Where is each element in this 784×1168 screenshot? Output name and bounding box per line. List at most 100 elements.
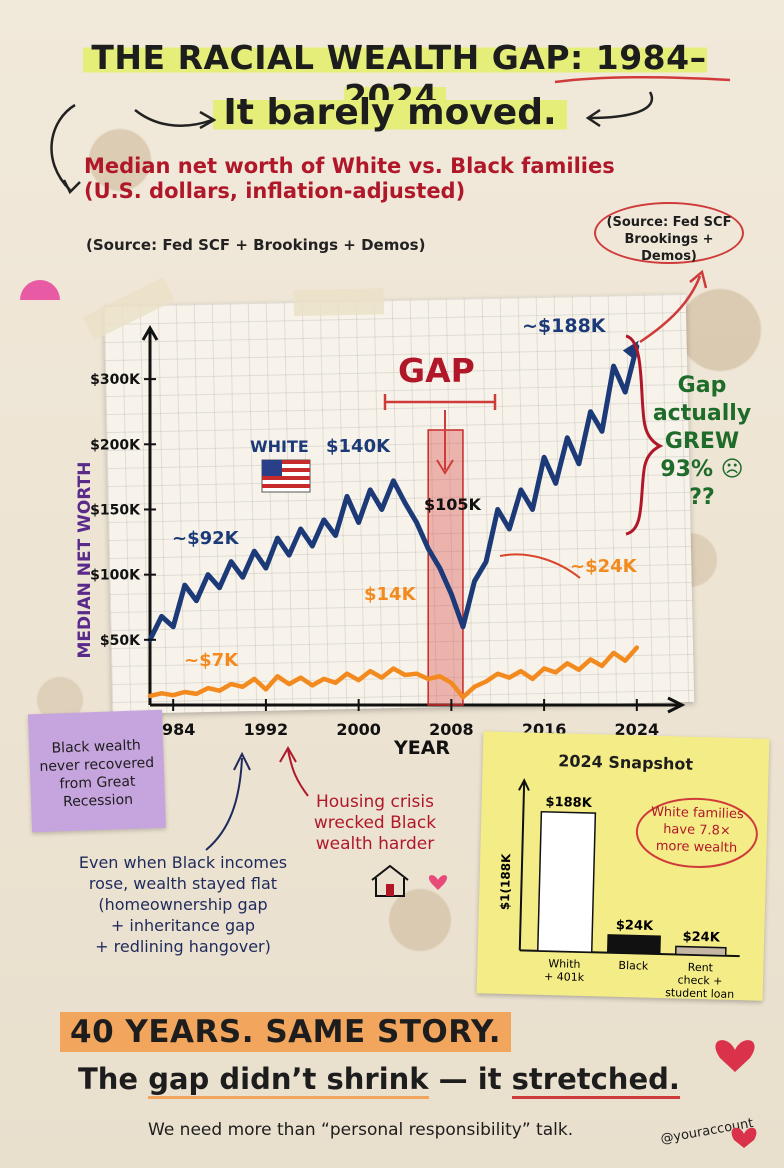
white-point: [542, 456, 546, 459]
gap-label: GAP: [398, 351, 475, 390]
caption-line: wrecked Black: [313, 813, 437, 833]
y-tick-label: $50K: [100, 633, 141, 649]
gap-bracket: [383, 394, 497, 410]
black-point: [229, 682, 233, 686]
white-point: [160, 615, 163, 618]
snapshot-bar-value: $24K: [682, 930, 721, 946]
purple-sticky-note: Black wealth never recovered from Great …: [27, 709, 167, 833]
caption-line: + inheritance gap: [110, 916, 256, 935]
white-point: [519, 488, 523, 492]
black-point: [415, 672, 418, 675]
recession-band-rect: [427, 429, 464, 706]
label-188k: ~$188K: [522, 315, 607, 337]
white-point: [600, 430, 604, 433]
footer-headline-text: 40 YEARS. SAME STORY.: [60, 1012, 512, 1052]
caption-line: Housing crisis: [315, 792, 434, 812]
black-point: [334, 681, 337, 685]
label-140k: $140K: [326, 436, 391, 457]
white-point: [496, 508, 499, 511]
black-point: [566, 662, 569, 665]
snapshot-y-axis: [518, 778, 530, 951]
arrow-housing: [287, 749, 309, 797]
white-point: [531, 508, 534, 511]
caption-arrows: [205, 745, 309, 851]
white-point: [218, 586, 221, 589]
snapshot-note: 2024 Snapshot $188K Whith + 401k $24K Black $…: [476, 731, 770, 1001]
black-point: [531, 677, 534, 681]
black-point: [589, 658, 592, 661]
white-label: WHITE: [250, 437, 309, 456]
snapshot-category-label: check +: [677, 973, 722, 987]
footer-headline: 40 YEARS. SAME STORY.: [60, 1012, 512, 1052]
white-point: [426, 547, 430, 550]
white-point: [334, 534, 337, 537]
white-point: [484, 560, 488, 563]
gap-arrow: [436, 410, 454, 475]
black-point: [508, 676, 511, 679]
white-point: [554, 482, 557, 485]
us-flag-icon: [261, 459, 311, 493]
black-point: [450, 681, 453, 685]
black-point: [148, 694, 152, 698]
white-point: [195, 599, 198, 602]
chart-axes: [141, 325, 686, 714]
black-point: [241, 685, 244, 688]
note-line: Recession: [62, 791, 134, 811]
black-point: [264, 688, 268, 691]
snapshot-bar: [536, 810, 597, 953]
white-point: [577, 462, 581, 466]
black-point: [195, 692, 198, 696]
gap-brace: [625, 334, 664, 536]
heart-icon: [428, 875, 448, 890]
gap-grew-note: Gap actually GREW 93% ☹ ??: [642, 372, 762, 512]
snapshot-bar-value: $188K: [545, 795, 593, 811]
source-oval-line: Brookings + Demos): [624, 232, 714, 264]
y-tick-label: $200K: [90, 437, 141, 453]
label-14k: $14K: [364, 584, 417, 605]
snapshot-category-label: + 401k: [544, 970, 585, 984]
black-point: [183, 690, 186, 694]
black-point: [299, 676, 302, 679]
footer-tagline: We need more than “personal responsibili…: [148, 1120, 574, 1140]
snapshot-category-label: Rent: [688, 961, 714, 975]
snapshot-category-label: Whith: [548, 957, 581, 971]
snapshot-y-label: $1(188K: [498, 853, 513, 911]
title-underline: [554, 75, 731, 84]
arrow-to-headline: [134, 109, 213, 127]
white-point: [287, 553, 291, 557]
black-point: [253, 677, 256, 681]
white-point: [311, 544, 314, 548]
snapshot-bar: [674, 945, 727, 957]
black-point: [600, 664, 604, 668]
snapshot-category-label: student loan: [665, 986, 734, 1001]
curved-arrow-left: [50, 103, 76, 191]
white-point: [241, 576, 244, 579]
footer-stretched: stretched.: [511, 1062, 680, 1099]
y-axis-label: MEDIAN NET WORTH: [75, 462, 95, 659]
black-point: [160, 692, 163, 695]
black-point: [311, 684, 314, 687]
white-point: [589, 410, 592, 413]
title-arrows: [20, 75, 731, 300]
snapshot-bar-value: $24K: [616, 918, 655, 934]
bubble-line: more wealth: [656, 839, 738, 856]
white-point: [322, 518, 326, 522]
gap-grew-line: 93% ☹: [660, 457, 744, 482]
black-point: [438, 675, 441, 678]
white-point: [357, 521, 360, 524]
footer-text: The: [78, 1062, 139, 1096]
sub-headline-text: It barely moved.: [213, 92, 567, 133]
black-point: [496, 672, 499, 675]
caption-line: (homeownership gap: [98, 895, 268, 914]
black-point: [345, 672, 349, 675]
label-24k: ~$24K: [570, 556, 638, 577]
white-point: [392, 479, 395, 482]
line-chart: 1984 1992 2000 2008 2016 2024$50K$100K$150K$2…: [75, 315, 686, 759]
white-point: [345, 495, 349, 498]
y-tick-label: $100K: [90, 568, 141, 584]
bubble-line: White families: [651, 805, 744, 822]
black-point: [577, 668, 581, 672]
x-axis: [150, 696, 686, 714]
black-point: [542, 667, 546, 670]
